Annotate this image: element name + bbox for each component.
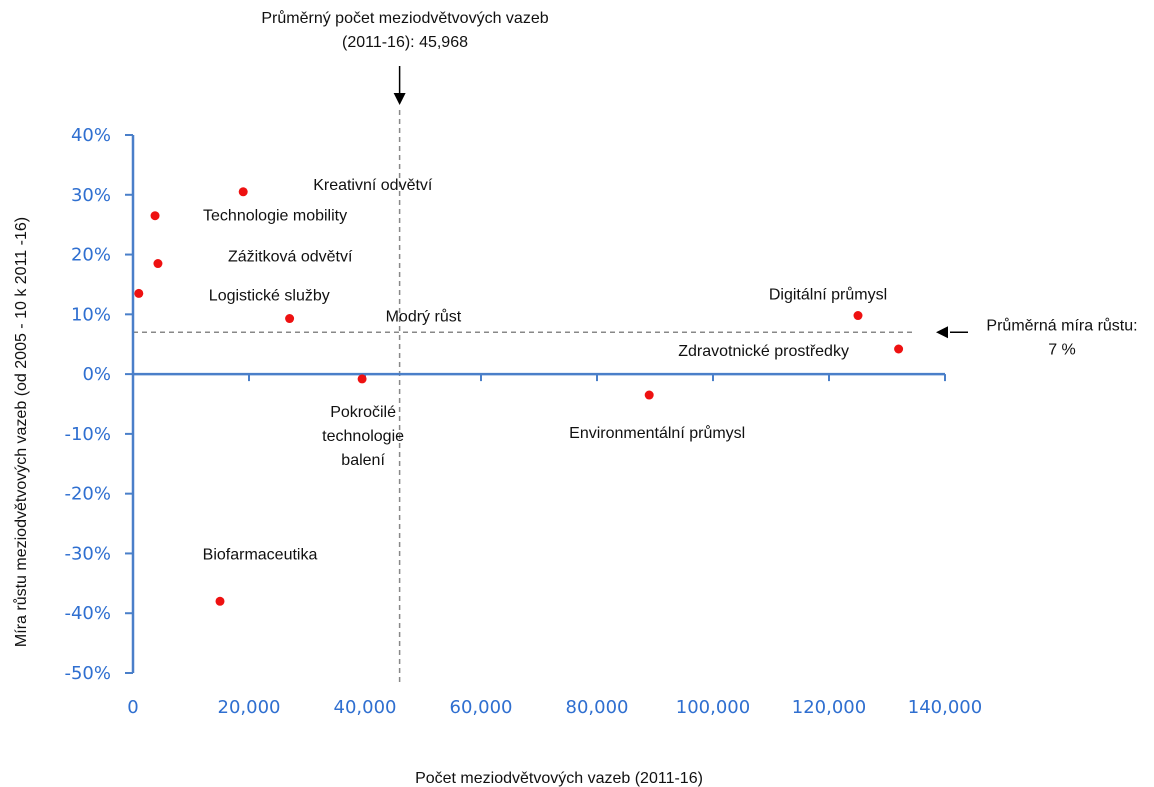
- mean-links-arrow-head: [393, 93, 406, 105]
- data-point: [150, 211, 160, 221]
- y-tick-label: 30%: [71, 185, 111, 206]
- data-point: [644, 390, 654, 400]
- data-point-label: Biofarmaceutika: [203, 546, 318, 563]
- y-tick-label: -40%: [64, 603, 111, 624]
- data-point: [215, 596, 225, 606]
- data-point: [238, 187, 248, 197]
- mean-links-label: Průměrný počet meziodvětvových vazeb: [261, 9, 548, 27]
- data-point-label: Environmentální průmysl: [569, 424, 745, 442]
- data-point-label: Zdravotnické prostředky: [678, 343, 849, 360]
- y-tick-label: -20%: [64, 484, 111, 505]
- data-point: [357, 374, 367, 384]
- data-point: [153, 259, 163, 269]
- x-tick-label: 80,000: [566, 697, 629, 718]
- y-tick-label: 20%: [71, 245, 111, 266]
- mean-growth-arrow-head: [936, 326, 948, 339]
- data-point: [285, 314, 295, 324]
- data-point-label: Pokročilé technologie balení: [322, 404, 404, 469]
- data-point-label: Digitální průmysl: [769, 286, 887, 304]
- y-axis-title: Míra růstu meziodvětvových vazeb (od 200…: [12, 217, 30, 647]
- y-tick-label: -30%: [64, 543, 111, 564]
- x-tick-label: 100,000: [676, 697, 750, 718]
- y-tick-label: 0%: [82, 364, 111, 385]
- x-tick-label: 20,000: [218, 697, 281, 718]
- x-tick-label: 120,000: [792, 697, 866, 718]
- data-point-label: Technologie mobility: [203, 208, 347, 225]
- mean-links-label: (2011-16): 45,968: [342, 34, 468, 51]
- y-tick-label: 40%: [71, 125, 111, 146]
- data-point: [894, 344, 904, 354]
- x-tick-label: 60,000: [450, 697, 513, 718]
- x-tick-label: 0: [127, 697, 138, 718]
- data-point-label: Zážitková odvětví: [228, 249, 353, 266]
- data-point: [134, 288, 144, 298]
- data-point-label: Modrý růst: [386, 308, 462, 326]
- data-point: [853, 311, 863, 321]
- x-tick-label: 40,000: [334, 697, 397, 718]
- y-tick-label: 10%: [71, 304, 111, 325]
- data-point-label: Logistické služby: [209, 287, 330, 304]
- x-axis-title: Počet meziodvětvových vazeb (2011-16): [415, 770, 703, 787]
- data-point-label: Kreativní odvětví: [313, 177, 433, 194]
- x-tick-label: 140,000: [908, 697, 982, 718]
- mean-growth-label: 7 %: [1048, 341, 1076, 358]
- y-tick-label: -10%: [64, 424, 111, 445]
- mean-growth-label: Průměrná míra růstu:: [986, 316, 1137, 334]
- y-tick-label: -50%: [64, 663, 111, 684]
